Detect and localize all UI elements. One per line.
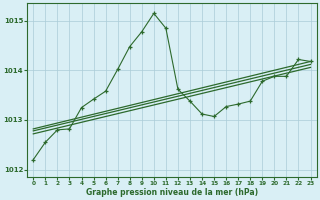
X-axis label: Graphe pression niveau de la mer (hPa): Graphe pression niveau de la mer (hPa) (86, 188, 258, 197)
